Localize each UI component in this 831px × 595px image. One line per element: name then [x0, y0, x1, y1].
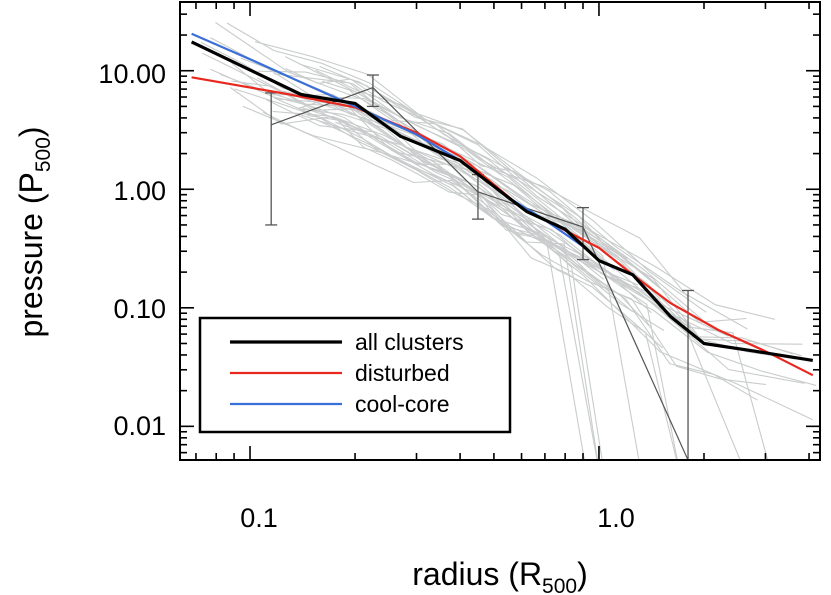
series-lines — [190, 32, 814, 377]
cluster-profile-line — [334, 116, 650, 327]
cluster-profile-line — [226, 22, 747, 323]
legend-label-all-clusters: all clusters — [355, 329, 464, 355]
y-tick-label-1.00: 1.00 — [113, 176, 166, 206]
cluster-profile-line — [274, 97, 758, 401]
y-tick-label-0.01: 0.01 — [113, 411, 166, 441]
x-tick-label-1.0: 1.0 — [597, 503, 635, 533]
series-line-all-clusters — [190, 40, 814, 362]
cluster-profile-line — [257, 70, 689, 298]
cluster-profile-line — [281, 90, 661, 289]
cluster-profile-line — [242, 105, 803, 345]
x-axis-title: radius (R500) — [412, 556, 588, 595]
cluster-profile-line — [299, 108, 598, 460]
legend-label-cool-core: cool-core — [355, 391, 450, 417]
cluster-profile-line — [255, 41, 707, 313]
cluster-profile-line — [302, 107, 678, 460]
plot-frame — [179, 1, 821, 461]
y-tick-label-10.00: 10.00 — [98, 59, 166, 89]
y-axis-title: pressure (P500) — [13, 126, 55, 337]
legend: all clusters disturbed cool-core — [198, 316, 512, 434]
legend-label-disturbed: disturbed — [355, 360, 450, 386]
cluster-profile-line — [262, 111, 599, 460]
individual-cluster-profiles — [200, 22, 817, 460]
cluster-profile-line — [215, 22, 729, 337]
cluster-profile-line — [210, 37, 672, 316]
cluster-profile-line — [273, 73, 805, 384]
y-tick-label-0.10: 0.10 — [113, 294, 166, 324]
cluster-profile-line — [229, 87, 794, 355]
legend-box — [198, 316, 512, 434]
cluster-profile-line — [318, 120, 767, 386]
axis-ticks — [180, 2, 820, 460]
cluster-profile-line — [349, 90, 769, 460]
x-tick-label-0.1: 0.1 — [240, 503, 278, 533]
